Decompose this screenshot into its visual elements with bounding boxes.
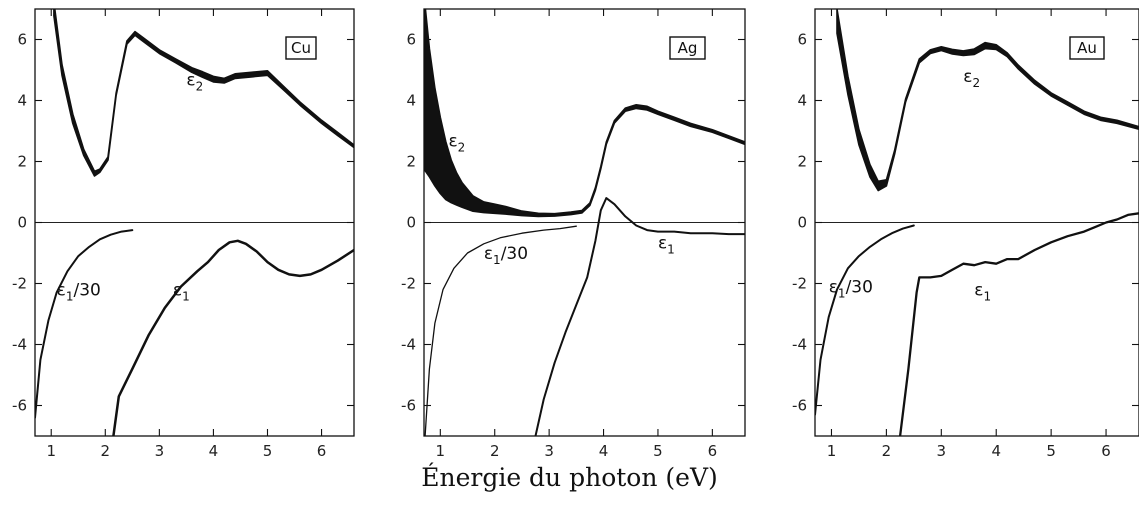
y-tick-label: 4 <box>406 92 416 110</box>
metal-tag-box <box>669 36 706 60</box>
x-tick-label: 4 <box>991 442 1001 460</box>
y-tick-label: -4 <box>792 336 807 354</box>
x-tick-label: 6 <box>1101 442 1111 460</box>
series-eps1-line <box>898 212 1139 436</box>
y-tick-label: 4 <box>17 92 27 110</box>
panel-au: 1 2 3 4 5 6 6 4 2 0 -2 -4 -6 ε2 ε1/30 ε1 Au <box>792 8 1139 460</box>
y-tick-label: -2 <box>12 275 27 293</box>
series-eps1-over-30-line <box>424 225 577 436</box>
y-tick-label: -6 <box>792 397 807 415</box>
series-eps2-band <box>424 9 745 218</box>
series-label: ε1 <box>173 281 190 304</box>
panel-ag: 1 2 3 4 5 6 6 4 2 0 -2 -4 -6 ε2 ε1/30 ε1 Ag <box>401 8 746 460</box>
x-tick-label: 6 <box>317 442 327 460</box>
y-tick-label: 2 <box>406 153 416 171</box>
y-tick-label: -2 <box>792 275 807 293</box>
x-tick-label: 2 <box>490 442 500 460</box>
y-tick-label: 6 <box>17 31 27 49</box>
y-tick-label: -2 <box>401 275 416 293</box>
y-tick-label: 0 <box>17 214 27 232</box>
x-axis-title: Énergie du photon (eV) <box>421 463 718 492</box>
metal-tag: Au <box>1077 39 1097 57</box>
y-tick-label: 4 <box>797 92 807 110</box>
x-tick-label: 1 <box>827 442 837 460</box>
x-tick-label: 5 <box>263 442 273 460</box>
series-label: ε1 <box>974 281 991 304</box>
x-tick-label: 2 <box>882 442 892 460</box>
series-label: ε1/30 <box>57 281 101 304</box>
x-tick-label: 2 <box>101 442 111 460</box>
y-tick-label: 0 <box>797 214 807 232</box>
x-tick-label: 4 <box>209 442 219 460</box>
metal-tag-box <box>285 36 317 60</box>
y-tick-label: 6 <box>406 31 416 49</box>
series-eps2-band <box>836 9 1139 192</box>
panel-cu: 1 2 3 4 5 6 6 4 2 0 -2 -4 -6 ε2 ε1/30 ε1 Cu <box>12 8 355 460</box>
x-tick-label: 5 <box>653 442 663 460</box>
x-tick-label: 4 <box>599 442 609 460</box>
y-tick-label: 6 <box>797 31 807 49</box>
series-eps2-band <box>53 9 354 177</box>
y-tick-label: -4 <box>12 336 27 354</box>
series-label: ε2 <box>186 70 203 93</box>
series-label: ε1 <box>658 233 675 256</box>
series-label: ε1/30 <box>829 278 873 301</box>
x-tick-label: 1 <box>46 442 56 460</box>
x-tick-label: 3 <box>937 442 947 460</box>
y-tick-label: 2 <box>797 153 807 171</box>
x-tick-label: 3 <box>544 442 554 460</box>
x-tick-label: 6 <box>708 442 718 460</box>
series-eps1-line <box>534 197 745 436</box>
x-tick-label: 3 <box>155 442 165 460</box>
series-eps1-over-30-line <box>815 224 915 416</box>
y-tick-label: 2 <box>17 153 27 171</box>
y-tick-label: -4 <box>401 336 416 354</box>
series-eps1-over-30-line <box>35 229 134 419</box>
y-tick-label: -6 <box>401 397 416 415</box>
x-tick-label: 5 <box>1046 442 1056 460</box>
metal-tag-box <box>1069 36 1105 60</box>
x-tick-label: 1 <box>436 442 446 460</box>
metal-tag: Ag <box>678 39 698 57</box>
series-label: ε2 <box>448 131 465 154</box>
y-tick-label: 0 <box>406 214 416 232</box>
series-label: ε2 <box>963 67 980 90</box>
metal-tag: Cu <box>291 39 311 57</box>
y-tick-label: -6 <box>12 397 27 415</box>
series-label: ε1/30 <box>484 244 528 267</box>
series-eps1-line <box>112 239 354 436</box>
